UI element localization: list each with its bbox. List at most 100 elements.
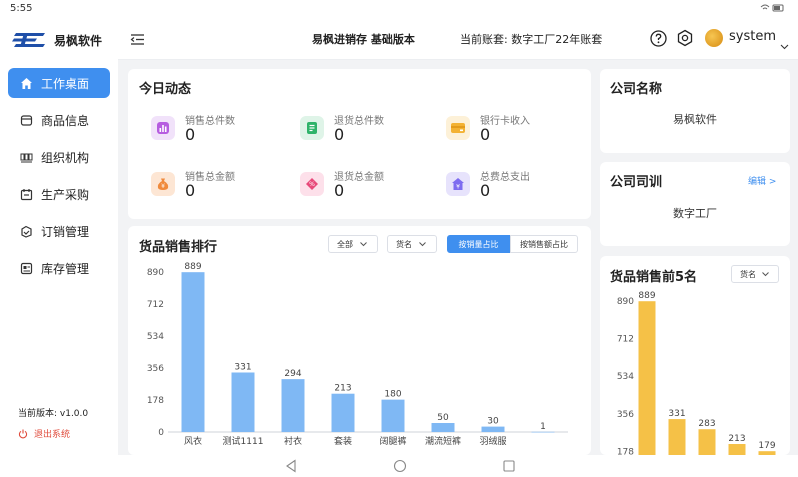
bar: [531, 431, 555, 433]
by-quantity-toggle[interactable]: 按销量占比: [447, 235, 510, 253]
stat-label: 总费总支出: [480, 172, 530, 183]
stat-bankcard-income: 银行卡收入 0: [446, 112, 586, 152]
stat-label: 银行卡收入: [480, 116, 530, 127]
sales-amount-icon: ¥: [151, 172, 175, 196]
top5-chart: 178 356 534 712 890 889 331 283 213 179: [617, 291, 776, 455]
sales-ranking-card: 货品销售排行 全部 货名 按销量占比 按销售额占比 0 178 356 534 712 8…: [128, 226, 591, 455]
home-nav-icon[interactable]: [393, 459, 407, 473]
bar-value-label: 331: [234, 362, 251, 372]
status-bar: 5:55: [0, 0, 798, 18]
bar: [181, 272, 205, 432]
stat-sales-amount: ¥ 销售总金额 0: [151, 168, 291, 208]
purchase-icon: [19, 187, 33, 201]
bar: [231, 372, 255, 432]
expense-icon: ¥: [446, 172, 470, 196]
stat-label: 退货总金额: [334, 172, 384, 183]
stat-value: 0: [334, 181, 345, 200]
by-amount-toggle[interactable]: 按销售额占比: [510, 235, 578, 253]
category-filter-select[interactable]: 全部: [328, 235, 378, 253]
sidebar-item-inventory[interactable]: 库存管理: [8, 253, 110, 283]
today-activity-card: 今日动态 销售总件数 0 退货总件数 0 银行卡收入 0 ¥ 销售总金额 0 %…: [128, 69, 591, 219]
x-tick-label: 羽绒服: [479, 435, 506, 447]
bar-value-label: 179: [758, 441, 775, 451]
bar-value-label: 283: [698, 419, 715, 429]
stat-value: 0: [480, 125, 491, 144]
company-motto-title: 公司司训: [610, 175, 663, 190]
username[interactable]: system: [729, 29, 776, 44]
bar: [431, 423, 455, 432]
return-count-icon: [300, 116, 324, 140]
chevron-down-icon: [419, 241, 426, 246]
bar: [281, 379, 305, 432]
home-icon: [19, 76, 33, 90]
back-icon[interactable]: [285, 459, 297, 473]
stat-label: 退货总件数: [334, 116, 384, 127]
order-icon: [19, 224, 33, 238]
today-activity-title: 今日动态: [139, 82, 192, 97]
recent-apps-icon[interactable]: [503, 460, 515, 472]
bar-value-label: 294: [284, 369, 301, 379]
top5-goods-filter-select[interactable]: 货名: [731, 265, 779, 283]
system-nav-bar: [0, 455, 798, 477]
bar-value-label: 50: [437, 413, 449, 423]
bar: [698, 429, 716, 455]
app-title: 易枫进销存 基础版本: [312, 33, 415, 46]
company-motto-card: 公司司训 编辑 > 数字工厂: [600, 162, 790, 246]
category-filter-value: 全部: [337, 239, 353, 249]
stat-value: 0: [185, 125, 196, 144]
avatar[interactable]: [705, 29, 723, 47]
sidebar-item-goods[interactable]: 商品信息: [8, 105, 110, 135]
y-tick-label: 890: [147, 268, 164, 278]
sidebar-item-purchase[interactable]: 生产采购: [8, 179, 110, 209]
inventory-icon: [19, 261, 33, 275]
brand-name: 易枫软件: [54, 33, 103, 48]
sidebar-item-order[interactable]: 订销管理: [8, 216, 110, 246]
goods-name-filter-value: 货名: [396, 239, 412, 249]
svg-text:%: %: [309, 181, 315, 188]
logout-label: 退出系统: [34, 430, 71, 440]
goods-name-filter-select[interactable]: 货名: [387, 235, 437, 253]
sidebar-item-label: 生产采购: [41, 187, 90, 202]
version-text: 当前版本: v1.0.0: [18, 409, 89, 419]
return-amount-icon: %: [300, 172, 324, 196]
bar: [758, 451, 776, 455]
bar: [668, 419, 686, 455]
current-account[interactable]: 当前账套: 数字工厂22年账套: [460, 33, 603, 46]
company-name-title: 公司名称: [610, 82, 663, 97]
bar: [481, 426, 505, 432]
menu-collapse-icon[interactable]: [130, 31, 145, 50]
bankcard-icon: [446, 116, 470, 140]
company-name-card: 公司名称 易枫软件: [600, 69, 790, 153]
sidebar-item-label: 库存管理: [41, 261, 90, 276]
logout-button[interactable]: 退出系统: [18, 427, 70, 440]
sidebar-item-label: 工作桌面: [41, 76, 90, 91]
company-motto-value: 数字工厂: [673, 207, 717, 220]
gear-icon[interactable]: [676, 29, 694, 51]
svg-text:¥: ¥: [161, 183, 165, 190]
status-time: 5:55: [10, 3, 33, 14]
help-icon[interactable]: [650, 30, 667, 51]
chevron-down-icon[interactable]: [780, 35, 789, 54]
edit-motto-link[interactable]: 编辑 >: [748, 177, 777, 187]
y-tick-label: 712: [617, 335, 634, 345]
sales-ranking-title: 货品销售排行: [139, 240, 218, 255]
chevron-down-icon: [762, 271, 769, 276]
sidebar-item-label: 组织机构: [41, 150, 90, 165]
status-icons: [760, 3, 786, 16]
wifi-battery-icon: [760, 4, 784, 12]
y-tick-label: 890: [617, 297, 634, 307]
x-tick-label: 潮流短裤: [425, 435, 461, 447]
org-icon: [19, 150, 33, 164]
brand-logo[interactable]: 易枫软件: [12, 30, 112, 50]
top5-title: 货品销售前5名: [610, 270, 698, 285]
power-icon: [18, 429, 28, 438]
sidebar-item-workspace[interactable]: 工作桌面: [8, 68, 110, 98]
x-tick-label: 测试1111: [223, 435, 264, 447]
top-bar: 易枫进销存 基础版本 当前账套: 数字工厂22年账套 system: [118, 18, 798, 60]
x-tick-label: 阔腿裤: [379, 435, 406, 447]
y-tick-label: 178: [617, 447, 634, 455]
x-tick-label: 风衣: [184, 435, 202, 447]
sidebar-item-org[interactable]: 组织机构: [8, 142, 110, 172]
bar-value-label: 1: [540, 422, 546, 432]
chevron-down-icon: [360, 241, 367, 246]
